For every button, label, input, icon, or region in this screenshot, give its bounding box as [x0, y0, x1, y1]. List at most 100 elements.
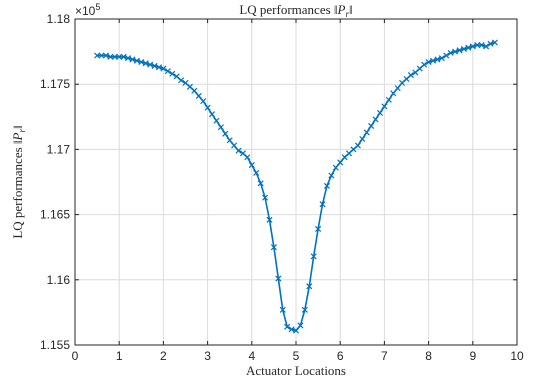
data-point — [354, 142, 361, 149]
data-point — [129, 56, 136, 63]
data-point — [107, 53, 114, 60]
data-point — [279, 306, 286, 313]
tick-marks — [74, 18, 518, 346]
y-tick-label: 1.18 — [47, 12, 71, 26]
x-tick-label: 6 — [337, 349, 344, 363]
data-point — [226, 137, 233, 144]
data-point — [425, 59, 432, 66]
x-tick-label: 4 — [248, 349, 255, 363]
data-point — [102, 52, 109, 59]
data-point — [94, 52, 101, 59]
data-point — [257, 180, 264, 187]
data-point — [368, 122, 375, 129]
x-axis-title: Actuator Locations — [246, 363, 346, 378]
data-point — [297, 322, 304, 329]
data-point — [200, 98, 207, 105]
data-point — [319, 201, 326, 208]
data-point — [487, 40, 494, 47]
data-point — [421, 61, 428, 68]
data-point — [310, 253, 317, 260]
data-point — [138, 59, 145, 66]
data-point — [133, 57, 140, 64]
data-point — [390, 90, 397, 97]
data-point — [98, 52, 105, 59]
data-point — [178, 77, 185, 84]
data-point — [262, 194, 269, 201]
data-point — [306, 283, 313, 290]
y-tick-label: 1.165 — [40, 208, 70, 222]
data-point — [328, 172, 335, 179]
x-tick-label: 1 — [116, 349, 123, 363]
data-point — [195, 92, 202, 99]
data-point — [394, 85, 401, 92]
y-tick-label: 1.175 — [40, 77, 70, 91]
data-point — [266, 216, 273, 223]
data-point — [248, 162, 255, 169]
y-tick-label: 1.155 — [40, 338, 70, 352]
data-point — [315, 225, 322, 232]
data-point — [120, 53, 127, 60]
data-point — [372, 116, 379, 123]
data-point — [191, 87, 198, 94]
x-tick-label: 3 — [204, 349, 211, 363]
data-point — [147, 61, 154, 68]
data-point — [407, 72, 414, 79]
data-point — [164, 68, 171, 75]
data-point — [438, 55, 445, 62]
data-point — [434, 56, 441, 63]
data-point — [284, 323, 291, 330]
x-tick-label: 8 — [425, 349, 432, 363]
chart-title: LQ performances ‖Pr‖ — [239, 2, 352, 19]
data-point — [270, 244, 277, 251]
data-point — [155, 64, 163, 71]
data-point — [208, 111, 216, 118]
data-point — [292, 327, 300, 334]
data-point — [443, 52, 450, 59]
x-tick-label: 7 — [381, 349, 388, 363]
data-point — [465, 44, 472, 51]
data-point — [160, 65, 167, 72]
data-point — [323, 182, 330, 189]
data-point — [288, 326, 295, 333]
data-point — [474, 42, 481, 49]
data-point — [116, 53, 123, 60]
x-tick-labels: 0 1 2 3 4 5 6 7 8 9 10 — [72, 349, 524, 363]
data-point — [169, 70, 176, 77]
x-tick-label: 5 — [293, 349, 300, 363]
data-point — [456, 47, 463, 54]
data-point — [111, 53, 118, 60]
data-point — [337, 159, 344, 166]
y-tick-label: 1.17 — [47, 142, 71, 156]
data-point — [235, 147, 242, 154]
x-tick-label: 0 — [72, 349, 79, 363]
data-point — [460, 45, 467, 53]
data-point — [244, 154, 251, 161]
data-point — [151, 62, 158, 69]
data-point — [231, 142, 238, 149]
data-point — [213, 117, 220, 124]
data-point — [125, 55, 132, 62]
data-point — [452, 48, 459, 55]
data-point — [275, 275, 282, 282]
data-point — [381, 103, 388, 110]
y-axis-title: LQ performances ‖Pr‖ — [10, 125, 27, 238]
data-point — [142, 60, 149, 67]
data-point — [447, 49, 454, 56]
data-point — [301, 306, 308, 313]
data-point — [491, 39, 498, 46]
x-tick-label: 2 — [160, 349, 167, 363]
axes-box — [74, 18, 518, 346]
data-point — [483, 43, 490, 50]
data-point — [469, 43, 476, 50]
data-point — [222, 130, 229, 137]
data-point — [429, 57, 437, 64]
data-point — [376, 109, 384, 116]
data-point — [332, 164, 339, 171]
data-point — [359, 135, 366, 142]
y-tick-label: 1.16 — [47, 273, 71, 287]
data-point — [478, 42, 485, 49]
x-tick-label: 10 — [510, 349, 524, 363]
data-point — [204, 104, 211, 111]
y-exponent-label: ×105 — [75, 2, 100, 18]
